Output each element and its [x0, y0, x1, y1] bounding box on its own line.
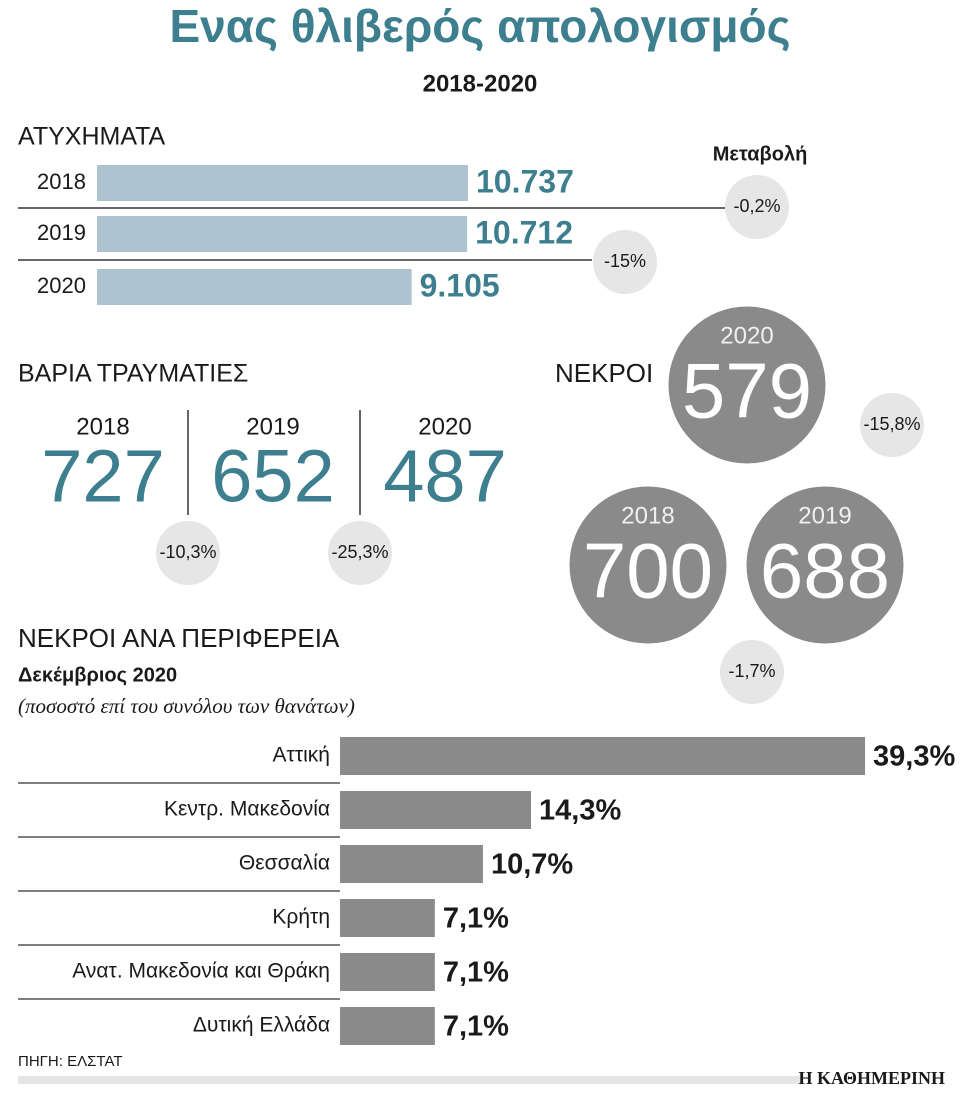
change-label: -15%	[604, 251, 646, 271]
stat-value: 652	[211, 435, 334, 518]
change-circle	[860, 393, 924, 457]
bar	[97, 269, 412, 305]
death-value: 579	[682, 347, 812, 435]
change-label: -0,2%	[733, 196, 780, 216]
change-label: -10,3%	[159, 542, 216, 562]
change-circle	[725, 175, 789, 239]
section-title: ΑΤΥΧΗΜΑΤΑ	[18, 123, 166, 151]
bar	[340, 791, 532, 829]
subtitle: 2018-2020	[423, 70, 538, 97]
value-label: 14,3%	[539, 795, 621, 827]
death-value: 688	[760, 527, 890, 615]
change-title: Μεταβολή	[713, 143, 808, 165]
section-note: (ποσοστό επί του συνόλου των θανάτων)	[18, 694, 355, 718]
category-label: Αττική	[273, 744, 330, 767]
category-label: Κεντρ. Μακεδονία	[164, 798, 330, 821]
section-title: ΝΕΚΡΟΙ	[555, 358, 653, 388]
change-circle	[593, 230, 657, 294]
value-label: 39,3%	[873, 741, 955, 773]
value-label: 10.737	[476, 163, 574, 199]
death-circle	[743, 483, 907, 647]
value-label: 9.105	[420, 267, 500, 303]
bar	[97, 165, 468, 201]
change-circle	[328, 521, 392, 585]
section-title: ΝΕΚΡΟΙ ΑΝΑ ΠΕΡΙΦΕΡΕΙΑ	[18, 623, 340, 653]
bar	[340, 953, 435, 991]
value-label: 7,1%	[443, 903, 509, 935]
footer-bar	[18, 1076, 803, 1084]
bar	[340, 845, 483, 883]
value-label: 7,1%	[443, 1011, 509, 1043]
value-label: 7,1%	[443, 957, 509, 989]
section-title: ΒΑΡΙΑ ΤΡΑΥΜΑΤΙΕΣ	[18, 360, 248, 388]
category-label: 2020	[37, 273, 86, 298]
bar	[340, 899, 435, 937]
category-label: 2018	[37, 169, 86, 194]
death-circle	[566, 483, 730, 647]
year-label: 2020	[418, 413, 471, 440]
death-value: 700	[583, 527, 713, 615]
bar	[340, 1007, 435, 1045]
category-label: Δυτική Ελλάδα	[193, 1014, 330, 1037]
change-label: -25,3%	[331, 542, 388, 562]
brand: Η ΚΑΘΗΜΕΡΙΝΗ	[799, 1068, 945, 1088]
year-label: 2019	[798, 502, 851, 529]
year-label: 2018	[76, 413, 129, 440]
year-label: 2019	[246, 413, 299, 440]
year-label: 2018	[621, 502, 674, 529]
category-label: Ανατ. Μακεδονία και Θράκη	[72, 960, 330, 983]
change-label: -15,8%	[863, 414, 920, 434]
year-label: 2020	[720, 322, 773, 349]
value-label: 10.712	[475, 214, 573, 250]
stat-value: 727	[41, 435, 164, 518]
category-label: Κρήτη	[272, 906, 330, 929]
source: ΠΗΓΗ: ΕΛΣΤΑΤ	[18, 1053, 123, 1070]
stat-value: 487	[383, 435, 506, 518]
category-label: 2019	[37, 220, 86, 245]
title: Ενας θλιβερός απολογισμός	[169, 0, 790, 52]
category-label: Θεσσαλία	[239, 852, 330, 875]
bar	[340, 737, 865, 775]
change-label: -1,7%	[728, 661, 775, 681]
section-subtitle: Δεκέμβριος 2020	[18, 664, 177, 686]
change-circle	[720, 640, 784, 704]
value-label: 10,7%	[491, 849, 573, 881]
bar	[97, 216, 468, 252]
death-circle	[665, 303, 829, 467]
change-circle	[156, 521, 220, 585]
